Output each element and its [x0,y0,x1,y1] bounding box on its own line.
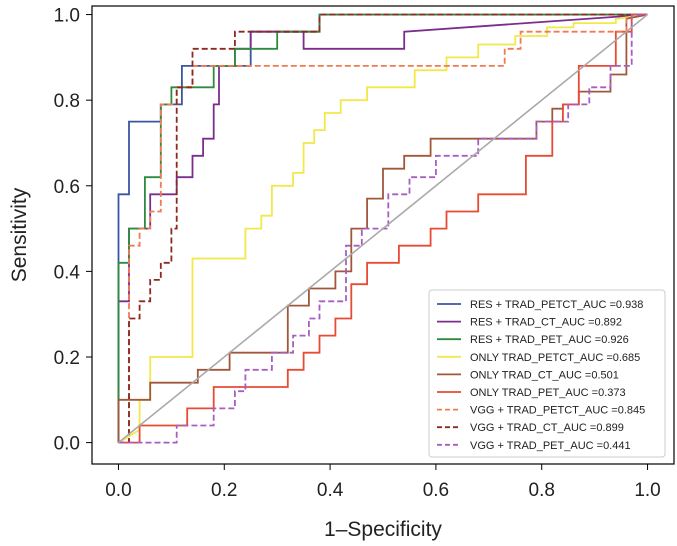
legend-entry: ONLY TRAD_PETCT_AUC =0.685 [470,352,640,364]
y-axis-title: Sensitivity [8,187,31,282]
y-tick-label: 0.8 [54,91,80,112]
legend-entry: RES + TRAD_CT_AUC =0.892 [470,317,622,329]
x-tick-label: 1.0 [634,480,660,501]
legend-box [428,289,666,458]
x-axis-ticks: 0.0 0.2 0.4 0.6 0.8 1.0 [105,464,661,501]
y-tick-label: 0.4 [54,262,81,283]
x-tick-label: 0.4 [317,480,344,501]
series-line-9 [118,13,648,444]
y-tick-label: 0.0 [54,434,80,455]
legend-entry: ONLY TRAD_PET_AUC =0.373 [470,387,626,399]
series-line-7 [118,13,648,444]
chance-diagonal [117,13,649,444]
legend-entry: VGG + TRAD_PETCT_AUC =0.845 [470,405,645,417]
x-axis-title: 1–Specificity [324,518,442,541]
legend-entry: ONLY TRAD_CT_AUC =0.501 [470,369,619,381]
series-line-8 [118,13,648,444]
x-tick-label: 0.8 [529,480,555,501]
x-tick-label: 0.0 [105,480,131,501]
series-line-3 [117,13,648,443]
legend-entry: RES + TRAD_PETCT_AUC =0.938 [470,299,643,311]
legend: RES + TRAD_PETCT_AUC =0.938 RES + TRAD_CT… [428,289,666,458]
series-layer [117,13,648,444]
y-tick-label: 0.6 [54,177,80,198]
legend-entry: VGG + TRAD_PET_AUC =0.441 [470,440,631,452]
legend-entry: VGG + TRAD_CT_AUC =0.899 [470,422,624,434]
y-tick-label: 1.0 [54,6,80,27]
y-tick-label: 0.2 [54,348,80,369]
plot-frame [91,5,675,465]
x-tick-label: 0.2 [211,480,237,501]
y-axis-ticks: 0.0 0.2 0.4 0.6 0.8 1.0 [54,6,92,455]
legend-entry: RES + TRAD_PET_AUC =0.926 [470,334,629,346]
x-tick-label: 0.6 [423,480,449,501]
series-line-4 [118,13,648,444]
